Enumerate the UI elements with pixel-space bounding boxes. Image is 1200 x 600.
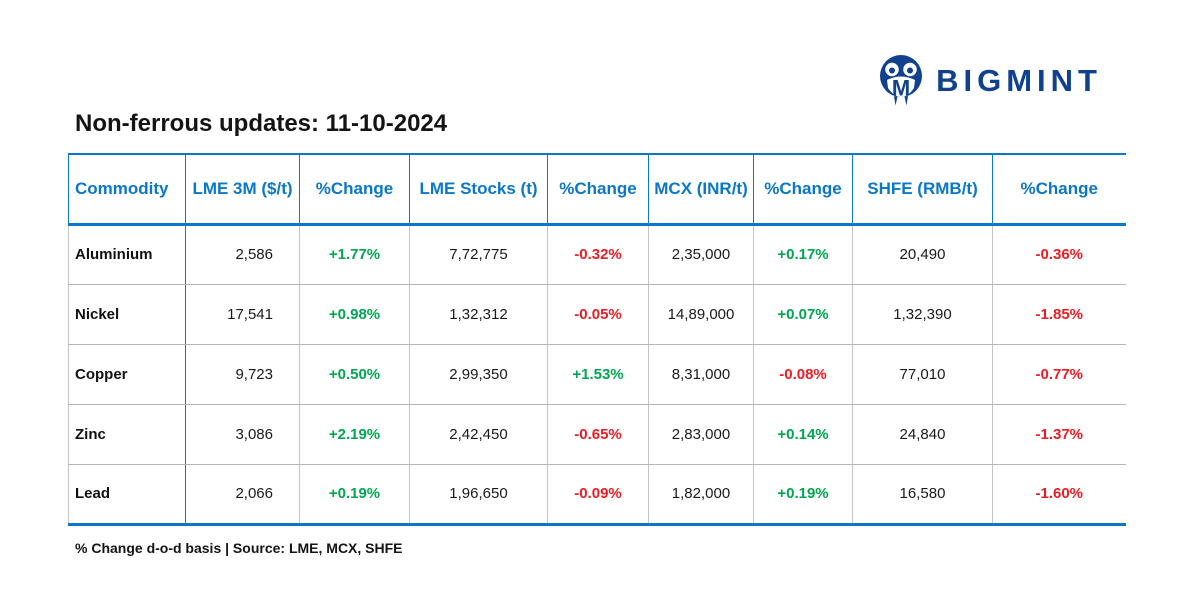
- cell-lme-stocks: 2,99,350: [409, 344, 548, 405]
- cell-commodity: Copper: [68, 344, 186, 405]
- cell-lme-stocks: 2,42,450: [409, 404, 548, 465]
- cell-mcx-change: -0.08%: [753, 344, 853, 405]
- table-row: Lead 2,066 +0.19% 1,96,650 -0.09% 1,82,0…: [68, 464, 1126, 526]
- header-lme-stocks-pct: %Change: [547, 153, 649, 226]
- cell-mcx: 8,31,000: [648, 344, 754, 405]
- cell-shfe: 20,490: [852, 224, 993, 285]
- svg-text:M: M: [892, 76, 910, 101]
- cell-lme-3m-change: +0.98%: [299, 284, 410, 345]
- cell-lme-3m: 3,086: [185, 404, 300, 465]
- cell-lme-stocks-change: -0.32%: [547, 224, 649, 285]
- header-mcx-pct: %Change: [753, 153, 853, 226]
- cell-shfe: 24,840: [852, 404, 993, 465]
- cell-shfe: 16,580: [852, 464, 993, 526]
- cell-mcx-change: +0.14%: [753, 404, 853, 465]
- cell-shfe-change: -1.85%: [992, 284, 1126, 345]
- header-shfe-pct: %Change: [992, 153, 1126, 226]
- cell-lme-3m-change: +2.19%: [299, 404, 410, 465]
- brand-name: BIGMINT: [936, 63, 1102, 98]
- cell-mcx: 1,82,000: [648, 464, 754, 526]
- table-row: Nickel 17,541 +0.98% 1,32,312 -0.05% 14,…: [68, 284, 1126, 345]
- header-shfe: SHFE (RMB/t): [852, 153, 993, 226]
- cell-mcx: 14,89,000: [648, 284, 754, 345]
- cell-lme-stocks-change: +1.53%: [547, 344, 649, 405]
- cell-lme-3m: 2,586: [185, 224, 300, 285]
- bigmint-owl-icon: M: [880, 55, 923, 106]
- cell-commodity: Aluminium: [68, 224, 186, 285]
- cell-shfe: 77,010: [852, 344, 993, 405]
- cell-lme-3m-change: +0.50%: [299, 344, 410, 405]
- cell-lme-3m: 17,541: [185, 284, 300, 345]
- cell-lme-3m: 9,723: [185, 344, 300, 405]
- cell-lme-3m-change: +1.77%: [299, 224, 410, 285]
- cell-lme-stocks: 7,72,775: [409, 224, 548, 285]
- table-row: Copper 9,723 +0.50% 2,99,350 +1.53% 8,31…: [68, 344, 1126, 405]
- header-lme-3m: LME 3M ($/t): [185, 153, 300, 226]
- cell-shfe-change: -0.36%: [992, 224, 1126, 285]
- page-title: Non-ferrous updates: 11-10-2024: [75, 110, 448, 137]
- brand-logo: M BIGMINT: [876, 54, 1102, 108]
- cell-lme-stocks: 1,96,650: [409, 464, 548, 526]
- cell-mcx-change: +0.19%: [753, 464, 853, 526]
- cell-mcx: 2,35,000: [648, 224, 754, 285]
- table-row: Zinc 3,086 +2.19% 2,42,450 -0.65% 2,83,0…: [68, 404, 1126, 465]
- cell-lme-stocks: 1,32,312: [409, 284, 548, 345]
- cell-commodity: Zinc: [68, 404, 186, 465]
- source-footnote: % Change d-o-d basis | Source: LME, MCX,…: [75, 540, 403, 556]
- cell-commodity: Lead: [68, 464, 186, 526]
- commodity-table: Commodity LME 3M ($/t) %Change LME Stock…: [68, 153, 1126, 526]
- cell-shfe-change: -1.60%: [992, 464, 1126, 526]
- cell-mcx-change: +0.07%: [753, 284, 853, 345]
- header-lme-3m-pct: %Change: [299, 153, 410, 226]
- commodity-table-container: Commodity LME 3M ($/t) %Change LME Stock…: [68, 153, 1126, 526]
- cell-lme-stocks-change: -0.05%: [547, 284, 649, 345]
- cell-shfe: 1,32,390: [852, 284, 993, 345]
- table-row: Aluminium 2,586 +1.77% 7,72,775 -0.32% 2…: [68, 224, 1126, 285]
- cell-lme-3m-change: +0.19%: [299, 464, 410, 526]
- cell-commodity: Nickel: [68, 284, 186, 345]
- header-row: Commodity LME 3M ($/t) %Change LME Stock…: [68, 153, 1126, 226]
- header-commodity: Commodity: [68, 153, 186, 226]
- cell-shfe-change: -0.77%: [992, 344, 1126, 405]
- cell-lme-stocks-change: -0.09%: [547, 464, 649, 526]
- cell-mcx-change: +0.17%: [753, 224, 853, 285]
- cell-lme-stocks-change: -0.65%: [547, 404, 649, 465]
- cell-lme-3m: 2,066: [185, 464, 300, 526]
- header-lme-stocks: LME Stocks (t): [409, 153, 548, 226]
- cell-mcx: 2,83,000: [648, 404, 754, 465]
- header-mcx: MCX (INR/t): [648, 153, 754, 226]
- cell-shfe-change: -1.37%: [992, 404, 1126, 465]
